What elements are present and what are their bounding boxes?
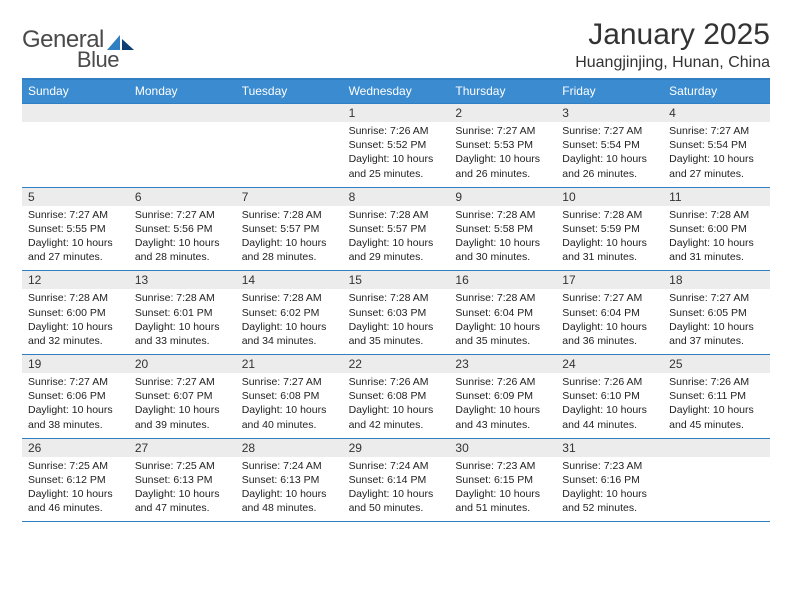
day-6-detail: Sunrise: 7:27 AMSunset: 5:56 PMDaylight:… bbox=[129, 206, 236, 271]
day-12-detail: Sunrise: 7:28 AMSunset: 6:00 PMDaylight:… bbox=[22, 289, 129, 354]
day-26-detail: Sunrise: 7:25 AMSunset: 6:12 PMDaylight:… bbox=[22, 457, 129, 522]
dow-wednesday: Wednesday bbox=[343, 80, 450, 103]
brand-word2: Blue bbox=[77, 47, 119, 73]
day-7-detail: Sunrise: 7:28 AMSunset: 5:57 PMDaylight:… bbox=[236, 206, 343, 271]
day-5-detail: Sunrise: 7:27 AMSunset: 5:55 PMDaylight:… bbox=[22, 206, 129, 271]
daynum-1: 1 bbox=[343, 104, 450, 122]
week-1-body: Sunrise: 7:26 AMSunset: 5:52 PMDaylight:… bbox=[22, 122, 770, 187]
daynum-9: 9 bbox=[449, 188, 556, 206]
week-5-daynums: 262728293031 bbox=[22, 438, 770, 457]
day-empty bbox=[236, 122, 343, 187]
daynum-8: 8 bbox=[343, 188, 450, 206]
daynum-4: 4 bbox=[663, 104, 770, 122]
day-20-detail: Sunrise: 7:27 AMSunset: 6:07 PMDaylight:… bbox=[129, 373, 236, 438]
day-27-detail: Sunrise: 7:25 AMSunset: 6:13 PMDaylight:… bbox=[129, 457, 236, 522]
daynum-19: 19 bbox=[22, 355, 129, 373]
daynum-22: 22 bbox=[343, 355, 450, 373]
calendar-weeks: 1234Sunrise: 7:26 AMSunset: 5:52 PMDayli… bbox=[22, 103, 770, 521]
bottom-rule bbox=[22, 521, 770, 522]
daynum-12: 12 bbox=[22, 271, 129, 289]
dow-tuesday: Tuesday bbox=[236, 80, 343, 103]
week-3-body: Sunrise: 7:28 AMSunset: 6:00 PMDaylight:… bbox=[22, 289, 770, 354]
day-28-detail: Sunrise: 7:24 AMSunset: 6:13 PMDaylight:… bbox=[236, 457, 343, 522]
week-2-body: Sunrise: 7:27 AMSunset: 5:55 PMDaylight:… bbox=[22, 206, 770, 271]
daynum-24: 24 bbox=[556, 355, 663, 373]
day-3-detail: Sunrise: 7:27 AMSunset: 5:54 PMDaylight:… bbox=[556, 122, 663, 187]
daynum-7: 7 bbox=[236, 188, 343, 206]
day-15-detail: Sunrise: 7:28 AMSunset: 6:03 PMDaylight:… bbox=[343, 289, 450, 354]
day-10-detail: Sunrise: 7:28 AMSunset: 5:59 PMDaylight:… bbox=[556, 206, 663, 271]
week-2-daynums: 567891011 bbox=[22, 187, 770, 206]
daynum-23: 23 bbox=[449, 355, 556, 373]
daynum-2: 2 bbox=[449, 104, 556, 122]
dow-saturday: Saturday bbox=[663, 80, 770, 103]
daynum-26: 26 bbox=[22, 439, 129, 457]
dow-friday: Friday bbox=[556, 80, 663, 103]
daynum-10: 10 bbox=[556, 188, 663, 206]
day-empty bbox=[22, 122, 129, 187]
title-block: January 2025 Huangjinjing, Hunan, China bbox=[575, 18, 770, 72]
day-29-detail: Sunrise: 7:24 AMSunset: 6:14 PMDaylight:… bbox=[343, 457, 450, 522]
daynum-30: 30 bbox=[449, 439, 556, 457]
day-18-detail: Sunrise: 7:27 AMSunset: 6:05 PMDaylight:… bbox=[663, 289, 770, 354]
week-1-daynums: 1234 bbox=[22, 103, 770, 122]
daynum-31: 31 bbox=[556, 439, 663, 457]
daynum-20: 20 bbox=[129, 355, 236, 373]
daynum-3: 3 bbox=[556, 104, 663, 122]
day-1-detail: Sunrise: 7:26 AMSunset: 5:52 PMDaylight:… bbox=[343, 122, 450, 187]
day-19-detail: Sunrise: 7:27 AMSunset: 6:06 PMDaylight:… bbox=[22, 373, 129, 438]
location-subtitle: Huangjinjing, Hunan, China bbox=[575, 54, 770, 72]
day-2-detail: Sunrise: 7:27 AMSunset: 5:53 PMDaylight:… bbox=[449, 122, 556, 187]
daynum-empty bbox=[129, 104, 236, 122]
week-3-daynums: 12131415161718 bbox=[22, 270, 770, 289]
daynum-empty bbox=[22, 104, 129, 122]
week-4-daynums: 19202122232425 bbox=[22, 354, 770, 373]
daynum-15: 15 bbox=[343, 271, 450, 289]
daynum-11: 11 bbox=[663, 188, 770, 206]
week-4-body: Sunrise: 7:27 AMSunset: 6:06 PMDaylight:… bbox=[22, 373, 770, 438]
day-24-detail: Sunrise: 7:26 AMSunset: 6:10 PMDaylight:… bbox=[556, 373, 663, 438]
dow-sunday: Sunday bbox=[22, 80, 129, 103]
daynum-empty bbox=[663, 439, 770, 457]
daynum-5: 5 bbox=[22, 188, 129, 206]
day-of-week-header: SundayMondayTuesdayWednesdayThursdayFrid… bbox=[22, 80, 770, 103]
daynum-27: 27 bbox=[129, 439, 236, 457]
day-8-detail: Sunrise: 7:28 AMSunset: 5:57 PMDaylight:… bbox=[343, 206, 450, 271]
day-21-detail: Sunrise: 7:27 AMSunset: 6:08 PMDaylight:… bbox=[236, 373, 343, 438]
day-11-detail: Sunrise: 7:28 AMSunset: 6:00 PMDaylight:… bbox=[663, 206, 770, 271]
daynum-18: 18 bbox=[663, 271, 770, 289]
day-14-detail: Sunrise: 7:28 AMSunset: 6:02 PMDaylight:… bbox=[236, 289, 343, 354]
day-empty bbox=[129, 122, 236, 187]
daynum-29: 29 bbox=[343, 439, 450, 457]
header: General Blue January 2025 Huangjinjing, … bbox=[22, 18, 770, 72]
daynum-6: 6 bbox=[129, 188, 236, 206]
daynum-empty bbox=[236, 104, 343, 122]
day-31-detail: Sunrise: 7:23 AMSunset: 6:16 PMDaylight:… bbox=[556, 457, 663, 522]
day-23-detail: Sunrise: 7:26 AMSunset: 6:09 PMDaylight:… bbox=[449, 373, 556, 438]
week-5-body: Sunrise: 7:25 AMSunset: 6:12 PMDaylight:… bbox=[22, 457, 770, 522]
day-9-detail: Sunrise: 7:28 AMSunset: 5:58 PMDaylight:… bbox=[449, 206, 556, 271]
day-13-detail: Sunrise: 7:28 AMSunset: 6:01 PMDaylight:… bbox=[129, 289, 236, 354]
day-16-detail: Sunrise: 7:28 AMSunset: 6:04 PMDaylight:… bbox=[449, 289, 556, 354]
month-title: January 2025 bbox=[575, 18, 770, 52]
day-17-detail: Sunrise: 7:27 AMSunset: 6:04 PMDaylight:… bbox=[556, 289, 663, 354]
daynum-14: 14 bbox=[236, 271, 343, 289]
daynum-28: 28 bbox=[236, 439, 343, 457]
calendar: SundayMondayTuesdayWednesdayThursdayFrid… bbox=[22, 78, 770, 522]
day-empty bbox=[663, 457, 770, 522]
dow-thursday: Thursday bbox=[449, 80, 556, 103]
brand-logo: General Blue bbox=[22, 18, 181, 54]
day-22-detail: Sunrise: 7:26 AMSunset: 6:08 PMDaylight:… bbox=[343, 373, 450, 438]
dow-monday: Monday bbox=[129, 80, 236, 103]
day-30-detail: Sunrise: 7:23 AMSunset: 6:15 PMDaylight:… bbox=[449, 457, 556, 522]
daynum-17: 17 bbox=[556, 271, 663, 289]
daynum-13: 13 bbox=[129, 271, 236, 289]
day-25-detail: Sunrise: 7:26 AMSunset: 6:11 PMDaylight:… bbox=[663, 373, 770, 438]
day-4-detail: Sunrise: 7:27 AMSunset: 5:54 PMDaylight:… bbox=[663, 122, 770, 187]
daynum-21: 21 bbox=[236, 355, 343, 373]
daynum-25: 25 bbox=[663, 355, 770, 373]
daynum-16: 16 bbox=[449, 271, 556, 289]
